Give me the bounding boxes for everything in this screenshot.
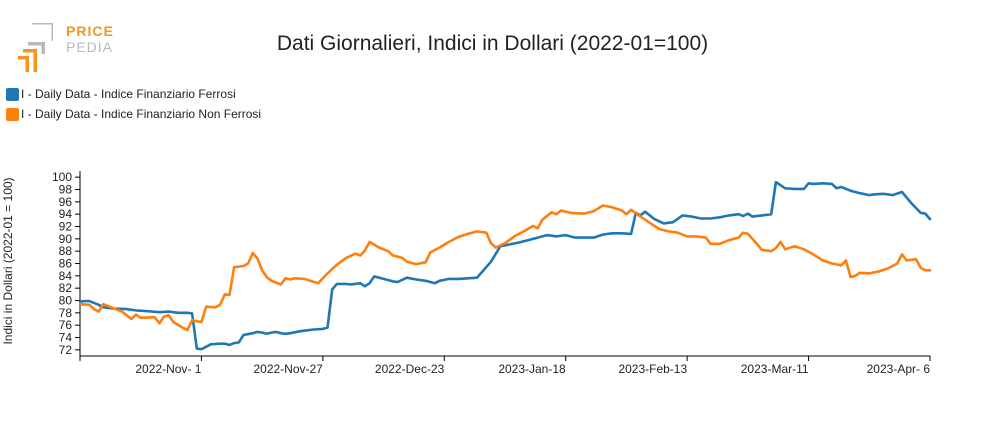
chart-title: Dati Giornalieri, Indici in Dollari (202… — [276, 32, 709, 55]
y-tick-label: 98 — [59, 183, 73, 197]
x-tick-label: 2023-Apr- 6 — [867, 362, 931, 376]
y-tick-label: 82 — [59, 281, 73, 295]
legend-item-ferrosi[interactable]: I - Daily Data - Indice Finanziario Ferr… — [6, 84, 261, 104]
series-line-non-ferrosi — [78, 204, 932, 332]
y-tick-label: 84 — [59, 269, 73, 283]
x-tick-label: 2023-Feb-13 — [618, 362, 687, 376]
y-tick-label: 90 — [59, 232, 73, 246]
series-line-ferrosi — [78, 180, 932, 351]
x-tick-label: 2023-Jan-18 — [498, 362, 566, 376]
x-tick-label: 2022-Nov-27 — [253, 362, 323, 376]
pricepedia-logo: PRICE PEDIA — [18, 23, 114, 72]
x-tick-label: 2023-Mar-11 — [741, 362, 809, 376]
y-tick-label: 86 — [59, 257, 73, 271]
y-tick-label: 72 — [59, 343, 73, 357]
x-tick-label: 2022-Dec-23 — [375, 362, 445, 376]
y-tick-label: 78 — [59, 306, 73, 320]
legend-label-non-ferrosi: I - Daily Data - Indice Finanziario Non … — [21, 107, 262, 121]
legend-label-ferrosi: I - Daily Data - Indice Finanziario Ferr… — [21, 87, 236, 101]
y-tick-label: 88 — [59, 244, 73, 258]
y-tick-label: 96 — [59, 195, 73, 209]
legend-swatch-ferrosi — [6, 87, 19, 101]
y-tick-label: 80 — [59, 294, 73, 308]
y-tick-label: 94 — [59, 207, 73, 221]
logo-line1: PRICE — [66, 23, 114, 39]
x-tick-label: 2022-Nov- 1 — [135, 362, 201, 376]
legend: I - Daily Data - Indice Finanziario Ferr… — [6, 84, 261, 124]
legend-swatch-non-ferrosi — [6, 107, 19, 121]
y-tick-label: 100 — [52, 170, 72, 184]
y-tick-label: 76 — [59, 318, 73, 332]
y-tick-label: 74 — [59, 331, 73, 345]
y-tick-label: 92 — [59, 220, 73, 234]
legend-item-non-ferrosi[interactable]: I - Daily Data - Indice Finanziario Non … — [6, 104, 261, 124]
logo-line2: PEDIA — [66, 39, 113, 55]
